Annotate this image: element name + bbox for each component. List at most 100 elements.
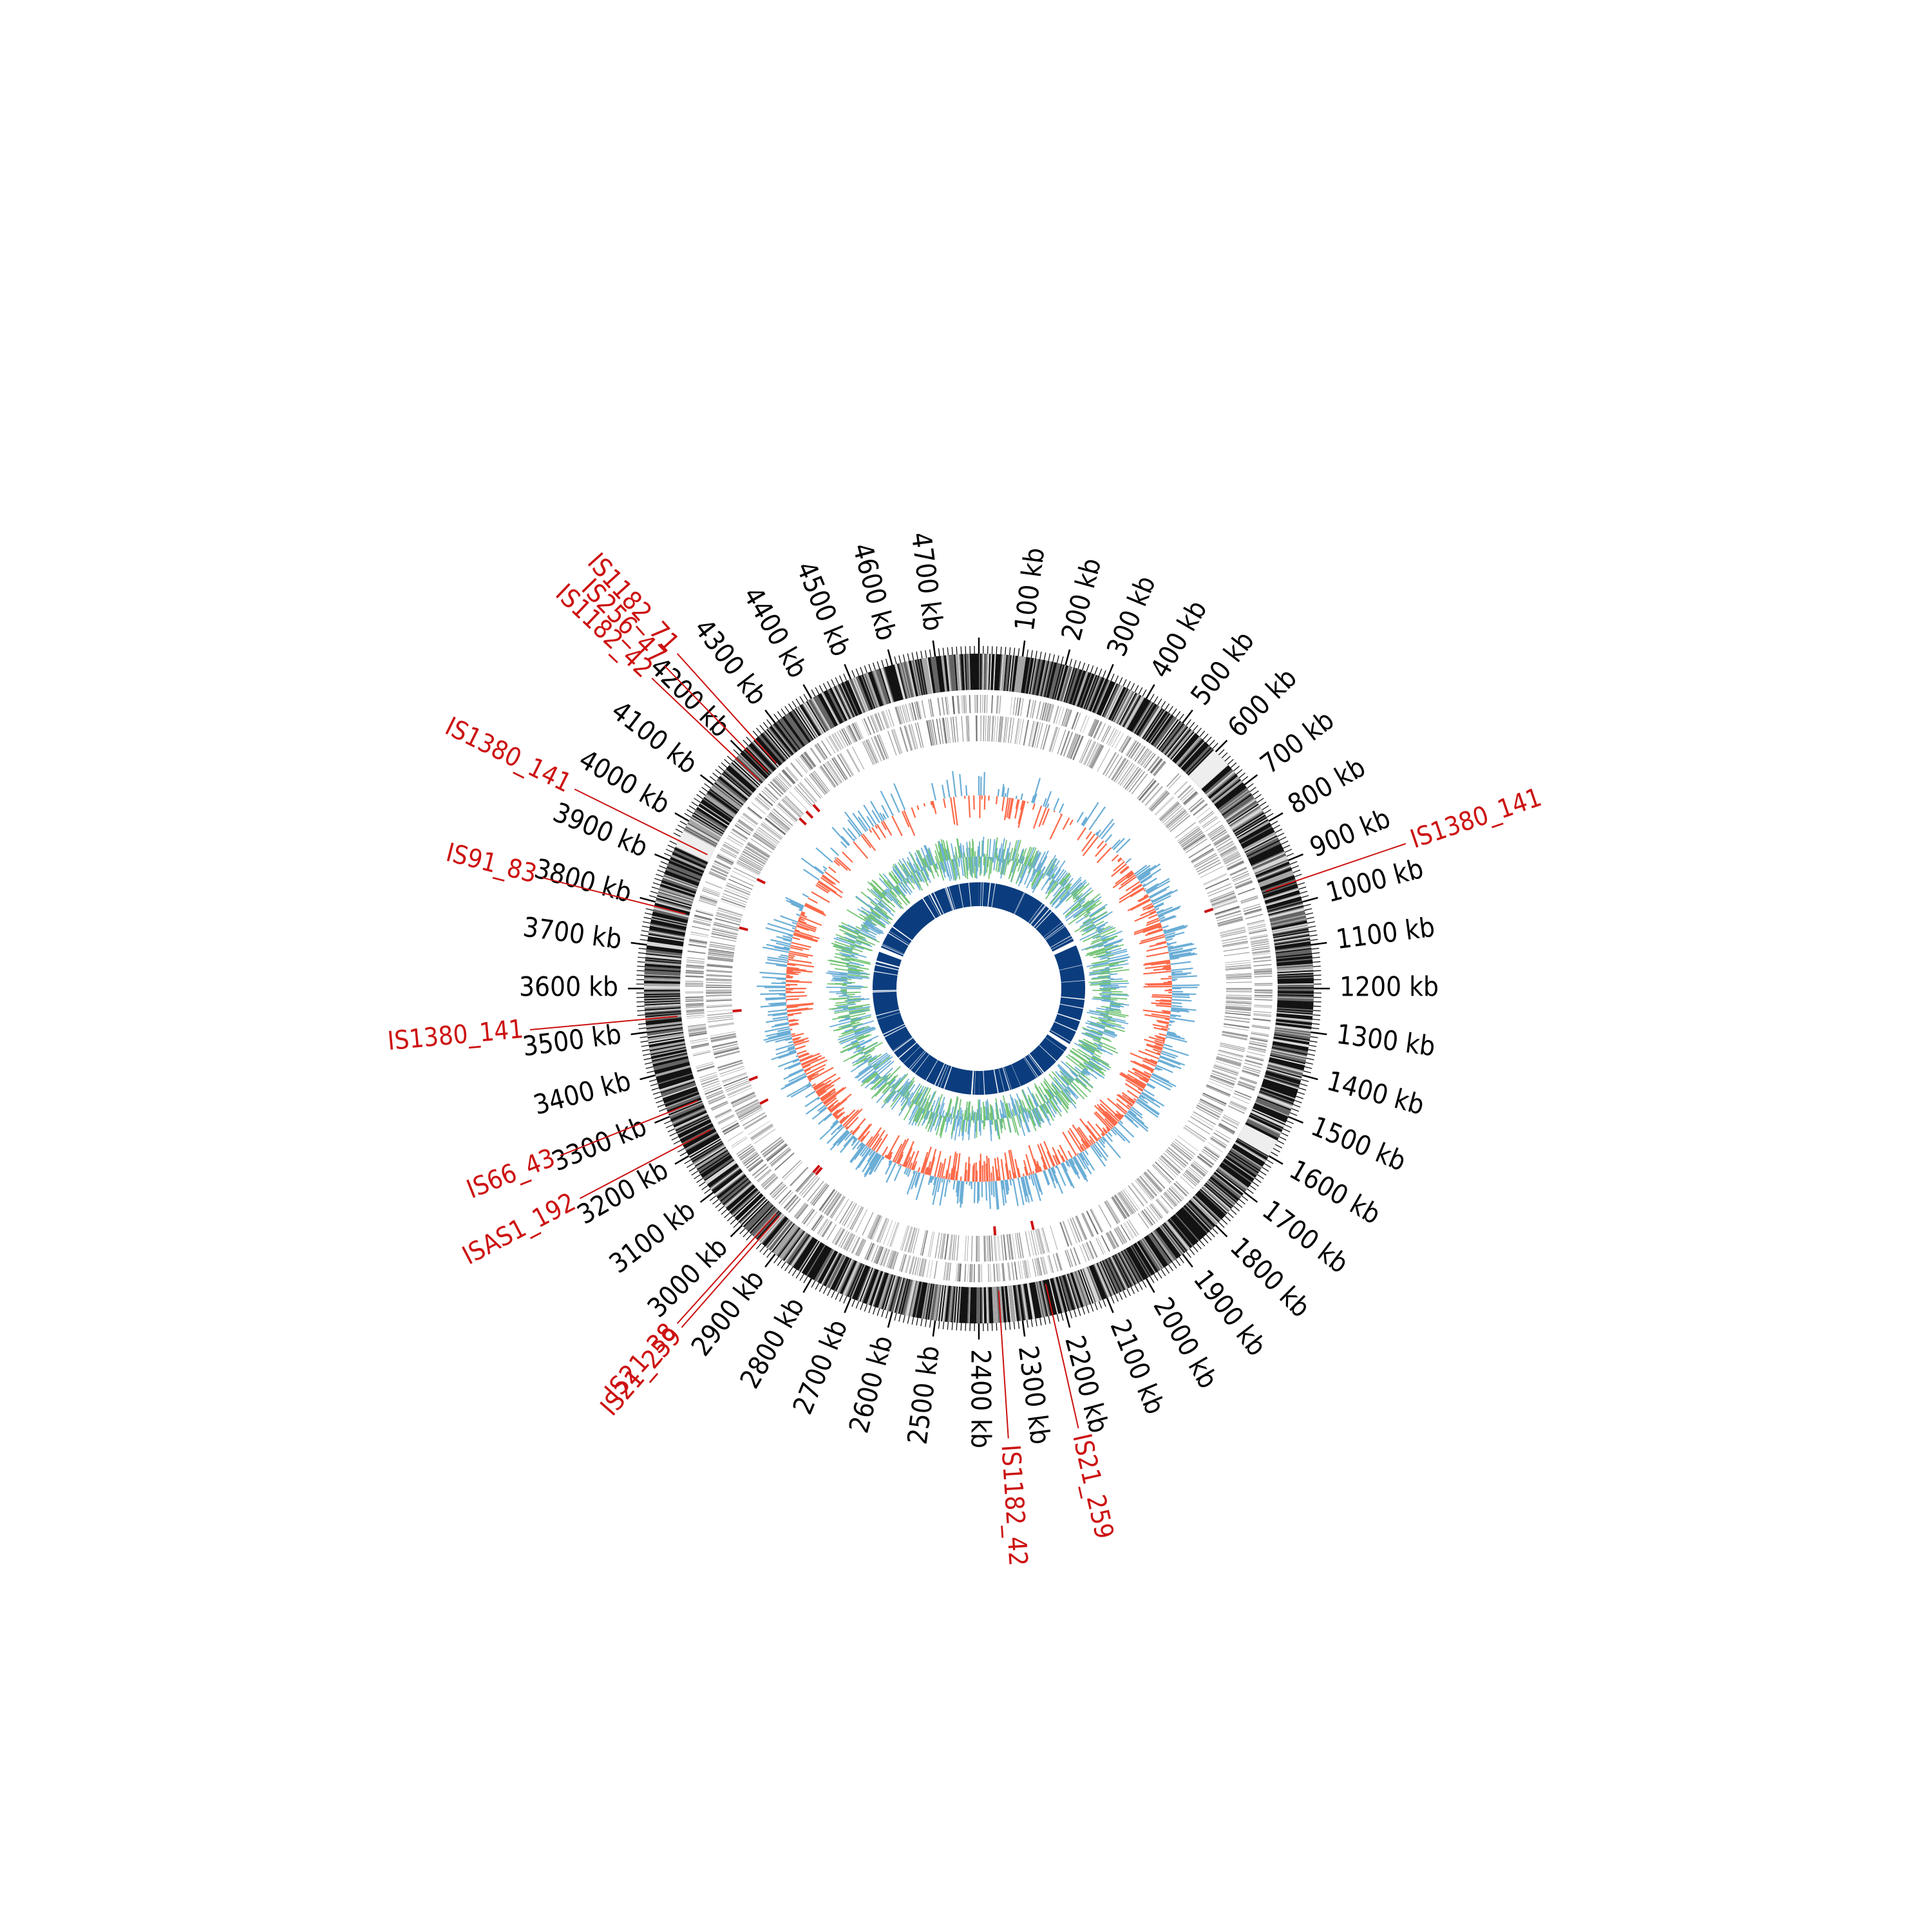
- gc-skew-bar: [864, 1153, 880, 1178]
- outer-ring-band: [1275, 1022, 1312, 1028]
- gene-feature: [706, 985, 732, 986]
- gene-feature: [795, 759, 808, 773]
- gc-skew-bar: [1170, 953, 1198, 960]
- outer-ring-band: [1014, 656, 1020, 692]
- gene-feature: [712, 931, 737, 938]
- outer-ring-band: [958, 654, 961, 690]
- gene-feature: [1211, 831, 1227, 842]
- outer-ring-band: [1274, 938, 1311, 945]
- gene-feature: [1199, 812, 1215, 824]
- outer-ring-band: [1101, 683, 1118, 717]
- gc-content-bar: [1020, 848, 1027, 864]
- gene-feature: [799, 1174, 817, 1195]
- gene-feature: [743, 1152, 758, 1164]
- outer-ring-band: [938, 1285, 944, 1321]
- gene-feature: [1198, 811, 1214, 823]
- outer-ring-band: [1046, 1279, 1056, 1315]
- outer-ring-band: [1022, 657, 1029, 694]
- gc-skew-bar: [1146, 945, 1168, 952]
- gc-content-bar: [992, 857, 995, 863]
- gc-skew-bar: [839, 1135, 855, 1153]
- gene-feature: [1082, 716, 1090, 734]
- outer-ring-band: [1195, 1193, 1222, 1220]
- gene-feature: [899, 705, 905, 724]
- gene-feature: [1205, 820, 1220, 832]
- gc-skew-bar: [952, 1166, 956, 1180]
- gene-feature: [848, 725, 857, 743]
- outer-ring-band: [1208, 773, 1236, 797]
- outer-ring-band: [1273, 1038, 1309, 1046]
- gene-feature: [1240, 1076, 1258, 1083]
- gene-feature: [1066, 1249, 1074, 1267]
- outer-ring-band: [649, 928, 685, 936]
- outer-ring-band: [1274, 941, 1311, 948]
- outer-ring-band: [1190, 1198, 1217, 1226]
- tick-mark: [1126, 1289, 1131, 1296]
- gc-skew-bar: [1159, 1055, 1186, 1066]
- gc-skew-bar: [1020, 793, 1023, 800]
- gc-skew-bar: [1149, 942, 1167, 948]
- outer-ring-band: [835, 685, 852, 719]
- gene-feature: [1053, 706, 1059, 724]
- tick-mark: [1302, 896, 1318, 903]
- gc-skew-bar: [1137, 864, 1157, 879]
- tick-mark: [724, 759, 730, 765]
- outer-ring-band: [753, 1209, 779, 1237]
- tick-mark: [673, 832, 681, 837]
- outer-ring-band: [769, 726, 793, 755]
- gc-skew-bar: [849, 1130, 853, 1133]
- gene-feature: [1224, 952, 1250, 956]
- gene-feature: [1028, 721, 1034, 746]
- tick-mark: [657, 869, 665, 873]
- gene-feature: [1153, 761, 1165, 775]
- gene-feature: [761, 1137, 782, 1153]
- outer-ring-band: [899, 1278, 909, 1314]
- gene-feature: [1171, 1144, 1192, 1161]
- outer-ring-band: [1220, 791, 1251, 814]
- gene-feature: [1086, 1242, 1095, 1259]
- outer-ring-band: [1141, 707, 1162, 739]
- gc-skew-bar: [1112, 1127, 1126, 1142]
- outer-ring-band: [1146, 711, 1168, 743]
- gc-skew-bar: [954, 1171, 958, 1180]
- outer-ring-band: [1173, 734, 1198, 763]
- gc-skew-bar: [1153, 902, 1164, 908]
- gene-feature: [685, 969, 704, 972]
- outer-ring-band: [1275, 1026, 1311, 1032]
- gene-feature: [1090, 1240, 1098, 1258]
- gene-feature: [724, 889, 748, 900]
- outer-ring-band: [823, 1253, 842, 1286]
- gc-skew-bar: [803, 869, 820, 881]
- outer-ring-band: [943, 1285, 949, 1322]
- gene-feature: [706, 994, 732, 997]
- tick-mark: [630, 942, 647, 946]
- gc-skew-bar: [766, 943, 790, 951]
- outer-ring-band: [1086, 1267, 1101, 1301]
- outer-ring-band: [701, 1156, 733, 1178]
- gc-content-bar: [1070, 902, 1080, 911]
- gene-feature: [1173, 1183, 1188, 1197]
- tick-mark: [1160, 1269, 1166, 1276]
- gc-skew-bar: [959, 773, 963, 797]
- gene-feature: [1162, 1193, 1176, 1208]
- gc-skew-bar: [788, 1019, 799, 1023]
- outer-ring-band: [1116, 691, 1135, 724]
- gene-feature: [786, 1197, 799, 1211]
- gene-feature: [1153, 761, 1166, 776]
- outer-ring-band: [1142, 708, 1164, 740]
- outer-ring-band: [972, 654, 974, 690]
- outer-ring-band: [960, 654, 964, 690]
- outer-ring-band: [866, 672, 880, 707]
- gc-skew-bar: [1085, 831, 1092, 840]
- tick-mark: [1282, 844, 1291, 849]
- outer-ring-band: [1038, 660, 1047, 696]
- gc-skew-bar: [1166, 1032, 1180, 1038]
- outer-ring-band: [1266, 1068, 1302, 1080]
- gc-skew-bar: [830, 1124, 842, 1135]
- gene-feature: [1045, 703, 1050, 721]
- outer-ring-band: [815, 1249, 834, 1282]
- outer-ring-band: [649, 925, 686, 934]
- gc-skew-bar: [818, 880, 837, 894]
- gene-feature: [760, 824, 782, 840]
- outer-ring-band: [1277, 976, 1314, 980]
